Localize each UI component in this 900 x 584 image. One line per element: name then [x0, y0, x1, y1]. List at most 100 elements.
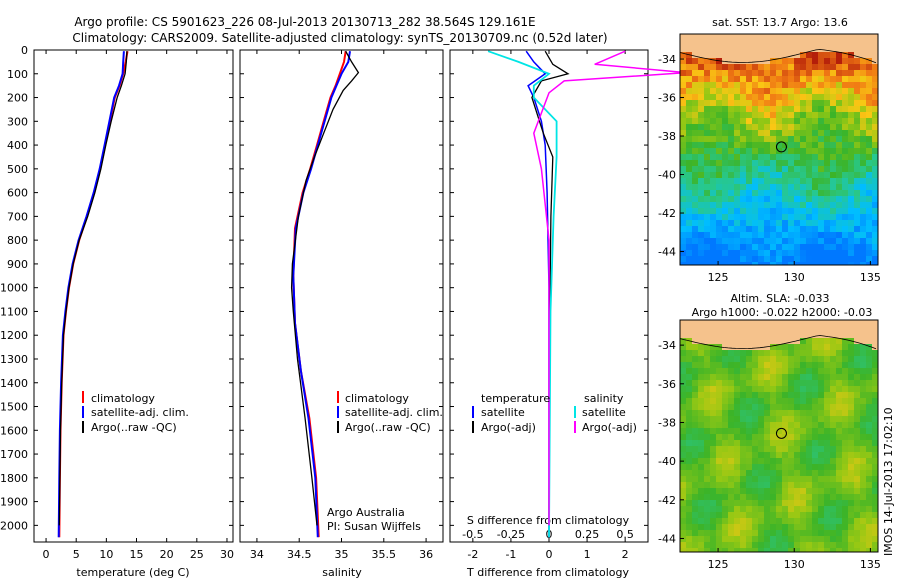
map-cell — [686, 190, 693, 197]
map-cell — [776, 172, 783, 179]
map-cell — [782, 548, 789, 552]
map-cell — [860, 320, 867, 327]
sla-heatmap — [680, 320, 878, 552]
map-cell — [680, 422, 687, 429]
map-cell — [770, 220, 777, 227]
map-cell — [764, 536, 771, 543]
map-cell — [872, 208, 878, 215]
map-cell — [776, 368, 783, 375]
map-cell — [722, 124, 729, 131]
map-cell — [734, 190, 741, 197]
sst-map-title: sat. SST: 13.7 Argo: 13.6 — [712, 16, 848, 29]
map-cell — [758, 332, 765, 339]
map-cell — [818, 160, 825, 167]
map-cell — [800, 410, 807, 417]
map-cell — [698, 178, 705, 185]
map-cell — [698, 118, 705, 125]
map-cell — [848, 524, 855, 531]
map-cell — [848, 208, 855, 215]
map-cell — [692, 368, 699, 375]
map-cell — [704, 94, 711, 101]
map-cell — [740, 178, 747, 185]
map-cell — [764, 196, 771, 203]
map-cell — [824, 362, 831, 369]
map-cell — [824, 70, 831, 77]
map-cell — [794, 518, 801, 525]
map-cell — [716, 446, 723, 453]
map-cell — [836, 446, 843, 453]
map-cell — [776, 94, 783, 101]
map-cell — [872, 470, 878, 477]
map-cell — [836, 88, 843, 95]
map-cell — [782, 58, 789, 65]
map-cell — [806, 386, 813, 393]
map-cell — [848, 202, 855, 209]
map-cell — [728, 76, 735, 83]
map-cell — [728, 112, 735, 119]
map-cell — [686, 518, 693, 525]
map-cell — [866, 368, 873, 375]
map-cell — [824, 470, 831, 477]
map-cell — [860, 374, 867, 381]
map-cell — [866, 70, 873, 77]
map-cell — [836, 82, 843, 89]
map-cell — [740, 250, 747, 257]
map-cell — [866, 94, 873, 101]
map-cell — [794, 106, 801, 113]
map-cell — [830, 548, 837, 552]
map-cell — [746, 100, 753, 107]
map-cell — [794, 446, 801, 453]
map-cell — [764, 464, 771, 471]
x-tick-label: 30 — [220, 548, 234, 561]
map-cell — [752, 184, 759, 191]
map-cell — [710, 530, 717, 537]
map-cell — [680, 106, 687, 113]
map-cell — [854, 440, 861, 447]
map-cell — [764, 476, 771, 483]
map-cell — [788, 530, 795, 537]
map-cell — [824, 452, 831, 459]
map-cell — [710, 226, 717, 233]
map-cell — [722, 386, 729, 393]
map-cell — [770, 190, 777, 197]
map-cell — [824, 416, 831, 423]
map-cell — [746, 124, 753, 131]
map-cell — [740, 172, 747, 179]
map-cell — [788, 244, 795, 251]
map-cell — [680, 46, 687, 53]
map-cell — [692, 160, 699, 167]
map-cell — [830, 34, 837, 41]
map-cell — [776, 34, 783, 41]
map-cell — [848, 142, 855, 149]
map-cell — [710, 356, 717, 363]
map-cell — [722, 142, 729, 149]
map-cell — [734, 106, 741, 113]
map-cell — [818, 506, 825, 513]
map-cell — [800, 250, 807, 257]
map-cell — [746, 542, 753, 549]
map-cell — [836, 434, 843, 441]
map-cell — [710, 118, 717, 125]
map-cell — [698, 380, 705, 387]
map-cell — [752, 148, 759, 155]
map-cell — [722, 428, 729, 435]
map-cell — [710, 40, 717, 47]
map-cell — [794, 232, 801, 239]
t-difference-x-axis: -2 -1 0 1 2 — [467, 50, 629, 561]
map-cell — [812, 64, 819, 71]
map-cell — [818, 482, 825, 489]
map-cell — [752, 52, 759, 59]
map-cell — [722, 154, 729, 161]
map-cell — [716, 410, 723, 417]
map-cell — [782, 238, 789, 245]
map-cell — [740, 124, 747, 131]
map-cell — [842, 136, 849, 143]
map-cell — [848, 58, 855, 65]
map-cell — [680, 34, 687, 41]
map-cell — [686, 58, 693, 65]
map-cell — [872, 500, 878, 507]
map-cell — [824, 160, 831, 167]
map-cell — [710, 94, 717, 101]
x-tick-label: 20 — [160, 548, 174, 561]
map-cell — [764, 136, 771, 143]
